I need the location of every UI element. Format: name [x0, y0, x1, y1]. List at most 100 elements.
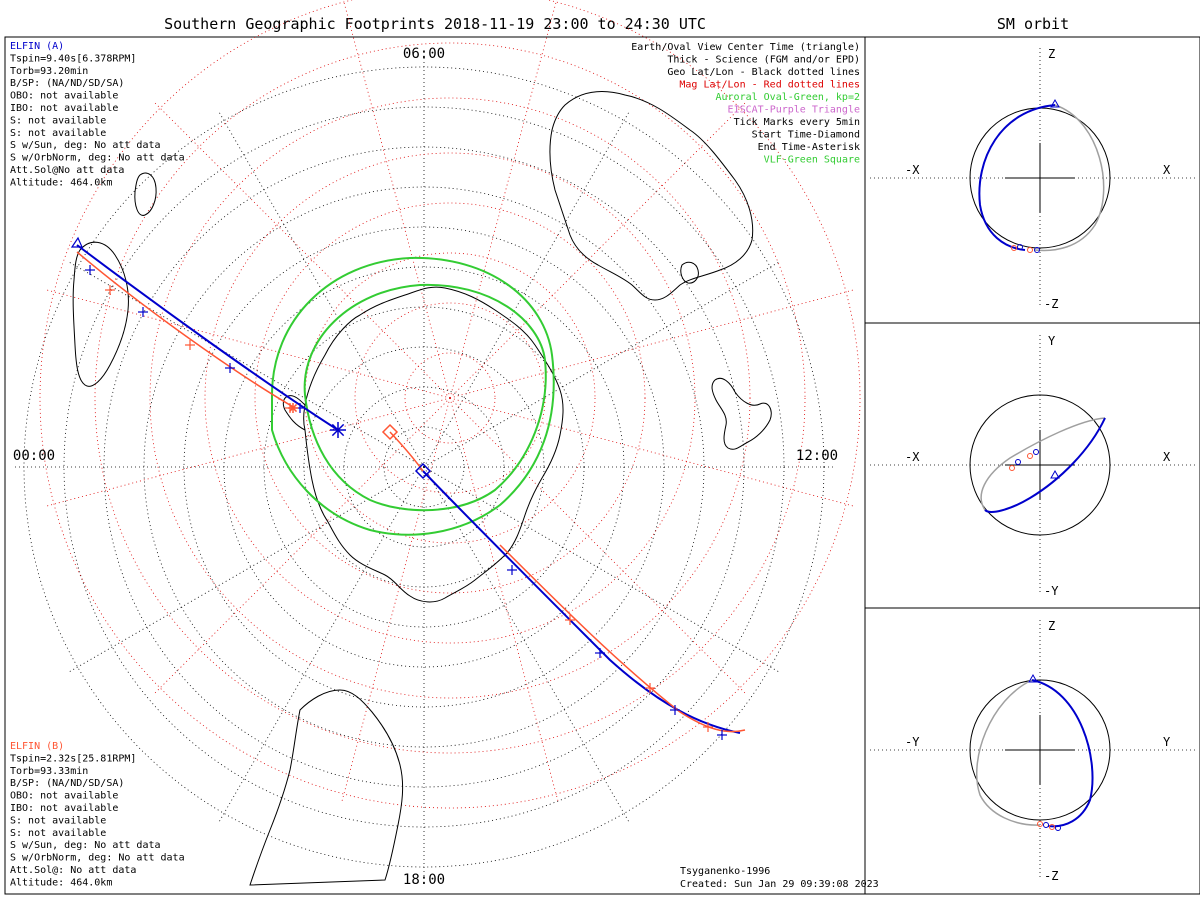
- sc-info-line: S w/Sun, deg: No att data: [10, 840, 161, 851]
- sm-view-center-triangle: [1050, 469, 1060, 479]
- sm-orbit-back: [1034, 104, 1105, 252]
- mag-lat-circle: [404, 352, 496, 444]
- sc-info-line: IBO: not available: [10, 103, 118, 114]
- sc-info-line: B/SP: (NA/ND/SD/SA): [10, 778, 124, 789]
- sm-orbit-marker: [1011, 245, 1017, 251]
- geo-meridian: [68, 261, 425, 468]
- sc-info-line: Altitude: 464.0km: [10, 177, 112, 188]
- sm-axis-label-bottom: -Z: [1044, 297, 1058, 311]
- legend-entry: Thick - Science (FGM and/or EPD): [667, 55, 860, 66]
- footprint-tracks: [70, 236, 746, 740]
- sm-orbit-front: [1031, 679, 1094, 828]
- sc-info-line: OBO: not available: [10, 791, 118, 802]
- sc-info-line: Torb=93.20min: [10, 66, 88, 77]
- sm-orbit-marker: [1015, 459, 1021, 465]
- auroral-oval-outer: [271, 256, 555, 536]
- legend-entry: Start Time-Diamond: [752, 130, 860, 141]
- map-frame: [4, 36, 866, 895]
- sc-info-line: S w/OrbNorm, deg: No att data: [10, 153, 185, 164]
- mag-meridian: [449, 397, 560, 804]
- mag-lat-circle: [39, 0, 861, 809]
- legend-entry: Auroral Oval-Green, kp=2: [716, 92, 861, 103]
- sc-a-track-lower: [422, 470, 741, 734]
- sm-axis-label-bottom: -Y: [1044, 584, 1059, 598]
- sm-orbit-title: SM orbit: [997, 15, 1069, 33]
- sm-panels: Z -Z -X X Y -Y -X X Z -Z -Y Y: [870, 47, 1195, 883]
- sm-axis-label-top: Z: [1048, 47, 1055, 61]
- sc-b-track-upper: [76, 251, 296, 409]
- legend-entry: VLF-Green Square: [764, 155, 860, 166]
- sm-orbit-marker: [1043, 822, 1049, 828]
- geo-meridian: [68, 466, 425, 673]
- auroral-ovals: [271, 256, 555, 536]
- sc-info-line: S: not available: [10, 828, 106, 839]
- tasmania-coastline: [680, 261, 699, 284]
- mag-meridian: [152, 100, 451, 399]
- sc-info-line: IBO: not available: [10, 803, 118, 814]
- plot-title: Southern Geographic Footprints 2018-11-1…: [164, 15, 706, 33]
- sc-a-start-diamond: [414, 462, 432, 480]
- sc-info-line: Tspin=9.40s[6.378RPM]: [10, 53, 136, 64]
- sc-info-line: S w/Sun, deg: No att data: [10, 140, 161, 151]
- geo-meridian: [423, 261, 780, 468]
- sm-orbit-marker: [1027, 453, 1033, 459]
- sc-a-track-upper: [76, 244, 339, 431]
- sm-orbit-front: [978, 104, 1056, 251]
- sc-info-line: OBO: not available: [10, 91, 118, 102]
- sc-info-line: S: not available: [10, 815, 106, 826]
- sm-earth-circle: [969, 679, 1111, 821]
- sc-b-end-asterisk: [288, 403, 298, 413]
- sc-name: ELFIN (B): [10, 741, 64, 752]
- sc-a-view-center-triangle: [70, 236, 83, 248]
- geo-meridian: [218, 466, 425, 823]
- sm-orbit-marker: [1017, 244, 1023, 250]
- geo-meridian: [423, 466, 630, 823]
- auroral-oval-inner: [303, 283, 547, 512]
- sm-axis-label-bottom: -Z: [1044, 869, 1058, 883]
- sm-orbit-back: [976, 679, 1041, 826]
- legend-entry: Geo Lat/Lon - Black dotted lines: [667, 67, 860, 78]
- mag-lat-circle: [304, 252, 596, 544]
- sm-view-center-triangle: [1028, 673, 1038, 683]
- created-label: Created: Sun Jan 29 09:39:08 2023: [680, 879, 879, 890]
- sc-info-line: Torb=93.33min: [10, 766, 88, 777]
- sc-b-track-lower: [499, 544, 746, 733]
- sm-view-center-triangle: [1050, 98, 1060, 108]
- sc-info-line: Altitude: 464.0km: [10, 877, 112, 888]
- legend: Earth/Oval View Center Time (triangle) Th…: [631, 42, 860, 166]
- legend-entry: Tick Marks every 5min: [734, 117, 860, 128]
- model-label: Tsyganenko-1996: [680, 866, 770, 877]
- sm-orbit-marker: [1009, 465, 1015, 471]
- legend-entry: Earth/Oval View Center Time (triangle): [631, 42, 860, 53]
- mag-meridian: [44, 288, 451, 399]
- sc-info-line: Att.Sol@No att data: [10, 165, 124, 176]
- mag-lat-circle: [94, 42, 806, 754]
- legend-entry: End Time-Asterisk: [758, 142, 860, 153]
- mag-lat-circle: [149, 97, 751, 699]
- sm-axis-label-right: X: [1163, 163, 1171, 177]
- coastlines: [72, 91, 772, 886]
- sc-b-info: ELFIN (B)Tspin=2.32s[25.81RPM] Torb=93.33…: [10, 741, 185, 888]
- sm-panels-frame: [864, 36, 1200, 895]
- sm-orbit-front: [984, 417, 1106, 513]
- sm-orbit-marker: [1037, 821, 1043, 827]
- sm-axis-label-left: -X: [905, 163, 920, 177]
- sc-info-line: Tspin=2.32s[25.81RPM]: [10, 753, 136, 764]
- legend-entry: Mag Lat/Lon - Red dotted lines: [679, 80, 860, 91]
- sm-axis-label-left: -X: [905, 450, 920, 464]
- sm-orbit-marker: [1055, 825, 1061, 831]
- hour-label-right: 12:00: [796, 448, 838, 464]
- sc-info-line: B/SP: (NA/ND/SD/SA): [10, 78, 124, 89]
- geo-meridian: [423, 466, 780, 673]
- sc-b-start-diamond: [381, 423, 399, 441]
- hour-label-top: 06:00: [403, 46, 445, 62]
- sm-axis-label-top: Z: [1048, 619, 1055, 633]
- sc-a-end-asterisk: [330, 422, 346, 438]
- australia-coastline: [549, 91, 754, 301]
- legend-entry: EISCAT-Purple Triangle: [728, 105, 860, 116]
- south-america-coastline: [249, 689, 404, 886]
- sm-orbit-marker: [1027, 247, 1033, 253]
- sm-orbit-back: [980, 417, 1106, 511]
- mag-meridian: [449, 288, 856, 399]
- antarctica-coastline: [303, 286, 564, 603]
